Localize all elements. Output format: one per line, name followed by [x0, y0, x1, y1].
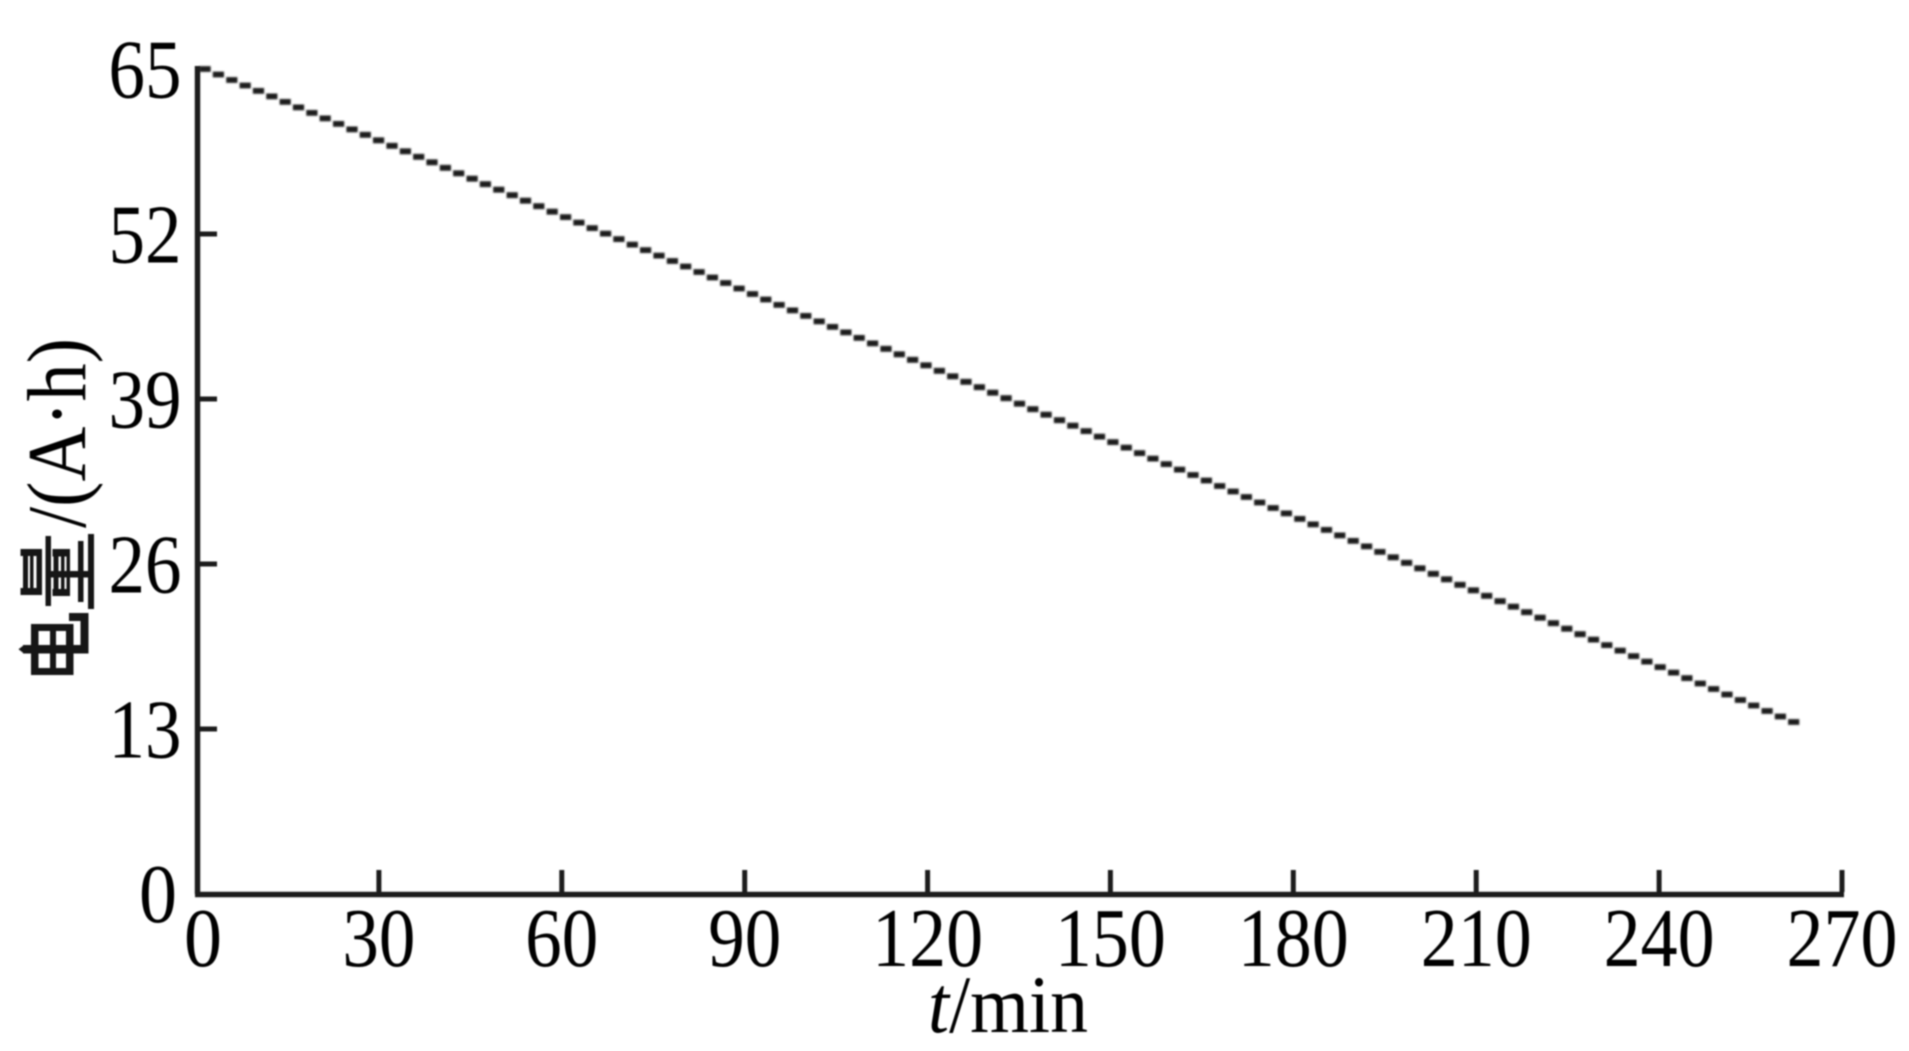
svg-text:39: 39	[109, 354, 182, 447]
svg-text:13: 13	[109, 684, 182, 777]
svg-text:65: 65	[109, 24, 182, 117]
svg-text:270: 270	[1787, 892, 1898, 985]
svg-text:30: 30	[342, 892, 415, 985]
svg-text:52: 52	[109, 189, 182, 282]
svg-text:240: 240	[1604, 892, 1715, 985]
svg-text:90: 90	[708, 892, 781, 985]
svg-text:0: 0	[184, 892, 222, 985]
svg-text:180: 180	[1238, 892, 1349, 985]
svg-text:210: 210	[1421, 892, 1532, 985]
svg-text:60: 60	[525, 892, 598, 985]
svg-text:150: 150	[1055, 892, 1166, 985]
svg-text:t/min: t/min	[928, 959, 1088, 1050]
svg-text:120: 120	[872, 892, 983, 985]
svg-text:/(A·h): /(A·h)	[11, 338, 104, 528]
svg-text:26: 26	[109, 519, 182, 612]
svg-text:0: 0	[139, 848, 177, 941]
